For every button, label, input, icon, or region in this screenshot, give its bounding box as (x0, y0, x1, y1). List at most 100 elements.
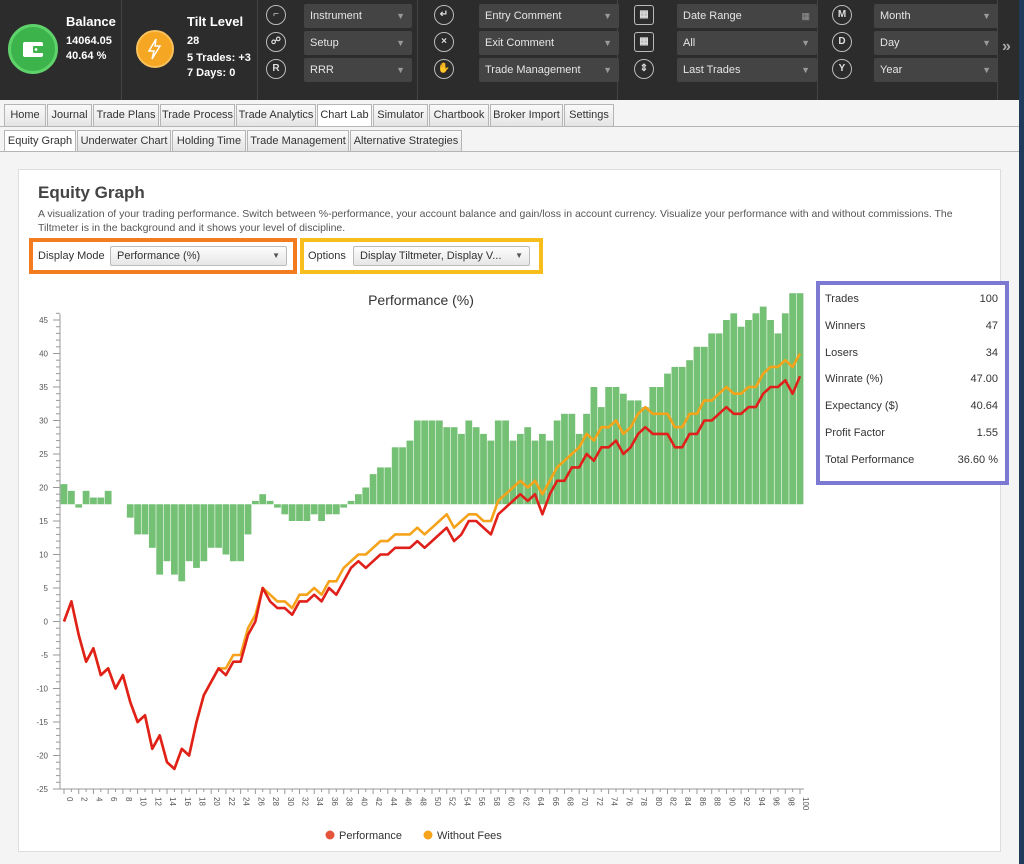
period-select[interactable]: All ▼ (677, 31, 817, 55)
tiltmeter-bar (90, 497, 97, 505)
x-tick-label: 62 (521, 797, 530, 806)
tiltmeter-bar (450, 427, 458, 505)
tab-simulator[interactable]: Simulator (373, 104, 428, 126)
last-trades-select[interactable]: Last Trades ▼ (677, 58, 817, 82)
x-tick-label: 30 (286, 797, 295, 806)
x-tick-label: 92 (742, 797, 751, 806)
x-tick-label: 78 (639, 797, 648, 806)
tiltmeter-bar (480, 433, 487, 505)
legend-marker (423, 830, 433, 840)
tiltmeter-bar (193, 504, 200, 568)
tab-broker-import[interactable]: Broker Import (490, 104, 563, 126)
last-trades-icon: ⇕ (634, 59, 654, 79)
filter-group-comments: ↵ Entry Comment ▼ × Exit Comment ▼ ✋ Trade… (420, 0, 619, 100)
x-tick-label: 44 (389, 797, 398, 806)
subtab-alternative-strategies[interactable]: Alternative Strategies (350, 130, 462, 151)
setup-select[interactable]: Setup ▼ (304, 31, 412, 55)
stat-value: 47 (985, 319, 998, 332)
tiltmeter-bar (163, 504, 171, 562)
window-edge (1019, 0, 1024, 864)
tiltmeter-bar (428, 420, 436, 505)
entry-comment-select[interactable]: Entry Comment ▼ (479, 4, 619, 28)
tab-settings[interactable]: Settings (564, 104, 614, 126)
calendar-icon: ▦ (634, 5, 654, 25)
x-tick-label: 58 (492, 797, 501, 806)
tiltmeter-bar (399, 447, 406, 505)
instrument-select[interactable]: Instrument ▼ (304, 4, 412, 28)
x-tick-label: 94 (757, 797, 766, 806)
tiltmeter-bar (516, 433, 524, 505)
stat-row-winners: Winners 47 (820, 320, 1005, 336)
tiltmeter-bar (310, 504, 318, 515)
options-highlight (300, 238, 543, 274)
chevron-down-icon: ▼ (603, 38, 612, 48)
more-toolbar-button[interactable]: » (1002, 38, 1011, 55)
stat-value: 36.60 % (957, 453, 998, 466)
tiltmeter-bar (634, 400, 642, 505)
tiltmeter-bar (767, 320, 774, 505)
month-select[interactable]: Month ▼ (874, 4, 998, 28)
stat-row-trades: Trades 100 (820, 293, 1005, 309)
subtab-equity-graph[interactable]: Equity Graph (4, 130, 76, 151)
subtab-trade-management[interactable]: Trade Management (247, 130, 349, 151)
trade-management-select[interactable]: Trade Management ▼ (479, 58, 619, 82)
tiltmeter-bar (737, 326, 745, 505)
tab-trade-analytics[interactable]: Trade Analytics (236, 104, 316, 126)
filter-group-dates: ▦ Date Range ▦ ▦ All ▼ ⇕ Last Trades ▼ (620, 0, 818, 100)
tab-chartbook[interactable]: Chartbook (429, 104, 489, 126)
y-tick-label: -10 (36, 685, 48, 694)
tiltmeter-bar (686, 360, 693, 505)
display-mode-label: Display Mode (38, 250, 105, 262)
x-tick-label: 22 (227, 797, 236, 806)
x-tick-label: 84 (683, 797, 692, 806)
subtab-holding-time[interactable]: Holding Time (172, 130, 246, 151)
x-tick-label: 68 (565, 797, 574, 806)
tiltmeter-bar (494, 420, 502, 505)
year-select[interactable]: Year ▼ (874, 58, 998, 82)
chevron-down-icon: ▼ (801, 38, 810, 48)
y-tick-label: 10 (39, 551, 48, 560)
x-tick-label: 64 (536, 797, 545, 806)
stat-value: 1.55 (976, 427, 998, 439)
chevron-down-icon: ▼ (982, 38, 991, 48)
tilt-trades: 5 Trades: +3 (187, 52, 251, 64)
exit-comment-select[interactable]: Exit Comment ▼ (479, 31, 619, 55)
x-tick-label: 4 (94, 797, 103, 802)
display-mode-select[interactable]: Performance (%) ▼ (110, 246, 287, 266)
tiltmeter-bar (789, 293, 797, 505)
rrr-select[interactable]: RRR ▼ (304, 58, 412, 82)
x-tick-label: 70 (580, 797, 589, 806)
options-select[interactable]: Display Tiltmeter, Display V... ▼ (353, 246, 530, 266)
x-tick-label: 90 (727, 797, 736, 806)
tiltmeter-bar (435, 420, 443, 505)
x-tick-label: 54 (462, 797, 471, 806)
page-description: A visualization of your trading performa… (38, 208, 953, 234)
tab-trade-plans[interactable]: Trade Plans (93, 104, 159, 126)
tiltmeter-bar (126, 504, 134, 518)
x-tick-label: 72 (595, 797, 604, 806)
tiltmeter-bar (590, 387, 598, 505)
subtab-underwater-chart[interactable]: Underwater Chart (77, 130, 171, 151)
stat-label: Total Performance (825, 453, 915, 466)
tiltmeter-bar (421, 420, 429, 505)
x-tick-label: 82 (669, 797, 678, 806)
tab-journal[interactable]: Journal (47, 104, 92, 126)
x-tick-label: 28 (271, 797, 280, 806)
rrr-icon: R (266, 59, 286, 79)
date-range-select[interactable]: Date Range ▦ (677, 4, 817, 28)
day-select[interactable]: Day ▼ (874, 31, 998, 55)
month-icon: M (832, 5, 852, 25)
tiltmeter-bar (222, 504, 230, 555)
tiltmeter-bar (377, 467, 384, 505)
tab-trade-process[interactable]: Trade Process (160, 104, 235, 126)
tiltmeter-bar (715, 333, 723, 505)
x-tick-label: 8 (124, 797, 133, 802)
chevron-down-icon: ▼ (603, 65, 612, 75)
x-tick-label: 48 (418, 797, 427, 806)
legend-label: Without Fees (437, 830, 502, 842)
chevron-down-icon: ▼ (982, 65, 991, 75)
tiltmeter-bar (75, 504, 83, 508)
tab-chart-lab[interactable]: Chart Lab (317, 104, 372, 126)
tab-home[interactable]: Home (4, 104, 46, 126)
legend-label: Performance (339, 830, 402, 842)
